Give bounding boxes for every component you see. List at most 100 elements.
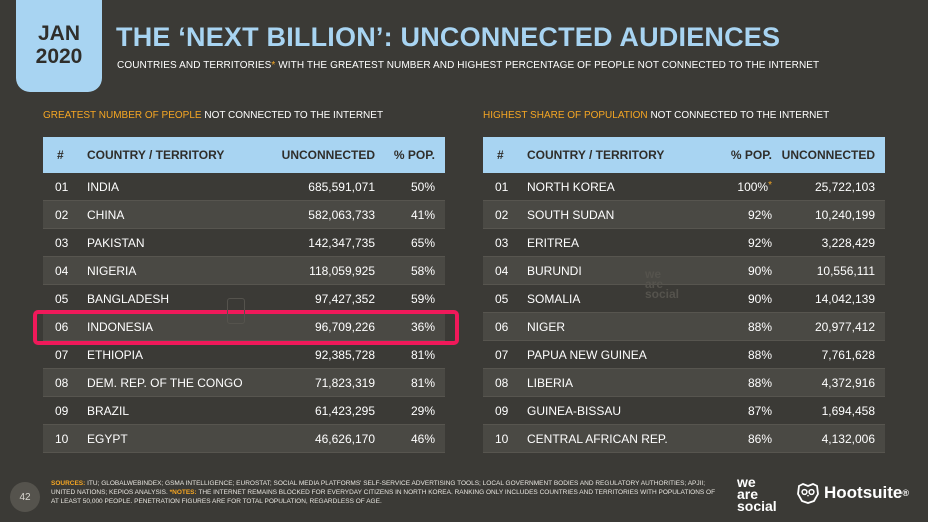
- table-row: 04 BURUNDI 90% 10,556,111: [483, 257, 885, 285]
- row-pct-value: 90%: [747, 291, 772, 306]
- row-unconnected: 7,761,628: [821, 347, 875, 362]
- table-row: 04 NIGERIA 118,059,925 58%: [43, 257, 445, 285]
- row-pct: 81%: [410, 347, 435, 362]
- right-section-label: HIGHEST SHARE OF POPULATION NOT CONNECTE…: [483, 110, 829, 121]
- row-rank: 08: [495, 375, 509, 390]
- date-badge: JAN 2020: [16, 0, 102, 92]
- row-country: SOUTH SUDAN: [527, 207, 615, 222]
- table-row: 10 EGYPT 46,626,170 46%: [43, 425, 445, 453]
- row-pct-footnote: *: [768, 179, 772, 191]
- greatest-number-table: # COUNTRY / TERRITORY UNCONNECTED % POP.…: [43, 137, 445, 453]
- row-rank: 04: [495, 263, 509, 278]
- row-unconnected: 582,063,733: [308, 207, 375, 222]
- row-unconnected: 10,240,199: [814, 207, 875, 222]
- row-unconnected: 71,823,319: [314, 375, 375, 390]
- row-country: EGYPT: [87, 431, 128, 446]
- row-country: INDONESIA: [87, 319, 154, 334]
- row-country: NIGERIA: [87, 263, 137, 278]
- row-rank: 03: [495, 235, 509, 250]
- row-rank: 07: [55, 347, 69, 362]
- row-country: ETHIOPIA: [87, 347, 144, 362]
- watermark-line: are: [645, 277, 664, 291]
- row-rank: 08: [55, 375, 69, 390]
- row-country: PAKISTAN: [87, 235, 145, 250]
- row-pct-value: 88%: [747, 347, 772, 362]
- row-unconnected: 46,626,170: [314, 431, 375, 446]
- watermark: we are social: [645, 267, 679, 300]
- hootsuite-wordmark: Hootsuite: [824, 483, 903, 502]
- table-row: 01 INDIA 685,591,071 50%: [43, 173, 445, 201]
- table-row: 03 ERITREA 92% 3,228,429: [483, 229, 885, 257]
- date-month: JAN: [37, 22, 80, 45]
- table-row: 07 ETHIOPIA 92,385,728 81%: [43, 341, 445, 369]
- row-pct: 58%: [410, 263, 435, 278]
- table-row: 02 SOUTH SUDAN 92% 10,240,199: [483, 201, 885, 229]
- header-num: #: [497, 148, 504, 162]
- row-pct: 86%: [702, 432, 772, 446]
- row-unconnected: 4,132,006: [821, 431, 875, 446]
- watermark-icon: [227, 298, 245, 324]
- table-row: 06 NIGER 88% 20,977,412: [483, 313, 885, 341]
- row-pct-value: 86%: [747, 431, 772, 446]
- page-number: 42: [10, 482, 40, 512]
- row-country: SOMALIA: [527, 291, 581, 306]
- row-rank: 04: [55, 263, 69, 278]
- row-country: NIGER: [527, 319, 566, 334]
- header-pct: % POP.: [393, 148, 435, 162]
- header-unconnected: UNCONNECTED: [781, 148, 875, 162]
- row-unconnected: 142,347,735: [308, 235, 375, 250]
- watermark-line: we: [645, 267, 662, 281]
- sources-label: SOURCES:: [51, 480, 86, 487]
- row-rank: 05: [495, 291, 509, 306]
- row-rank: 10: [55, 431, 69, 446]
- row-pct: 29%: [410, 403, 435, 418]
- row-rank: 02: [55, 207, 69, 222]
- logo-line: are: [737, 486, 759, 502]
- table-row: 02 CHINA 582,063,733 41%: [43, 201, 445, 229]
- row-pct-value: 92%: [747, 207, 772, 222]
- we-are-social-logo: we are social: [737, 474, 777, 514]
- row-unconnected: 97,427,352: [314, 291, 375, 306]
- row-unconnected: 685,591,071: [308, 179, 375, 194]
- row-pct: 59%: [410, 291, 435, 306]
- row-unconnected: 10,556,111: [816, 263, 875, 278]
- hootsuite-logo: Hootsuite ®: [796, 482, 909, 504]
- row-pct: 81%: [410, 375, 435, 390]
- row-pct: 92%: [702, 208, 772, 222]
- row-pct: 90%: [702, 292, 772, 306]
- header-country: COUNTRY / TERRITORY: [527, 148, 665, 162]
- row-country: ERITREA: [527, 235, 580, 250]
- left-section-accent: GREATEST NUMBER OF PEOPLE: [43, 110, 202, 121]
- table-row: 05 SOMALIA 90% 14,042,139: [483, 285, 885, 313]
- row-pct: 88%: [702, 320, 772, 334]
- page-subtitle: COUNTRIES AND TERRITORIES* WITH THE GREA…: [117, 60, 819, 71]
- row-pct-value: 88%: [747, 375, 772, 390]
- highest-share-table: # COUNTRY / TERRITORY % POP. UNCONNECTED…: [483, 137, 885, 453]
- row-country: BANGLADESH: [87, 291, 170, 306]
- left-section-rest: NOT CONNECTED TO THE INTERNET: [201, 110, 384, 121]
- row-pct: 87%: [702, 404, 772, 418]
- row-rank: 06: [495, 319, 509, 334]
- row-unconnected: 96,709,226: [314, 319, 375, 334]
- table-row: 08 LIBERIA 88% 4,372,916: [483, 369, 885, 397]
- table-header: # COUNTRY / TERRITORY % POP. UNCONNECTED: [483, 137, 885, 173]
- logo-line: social: [737, 498, 777, 514]
- row-rank: 06: [55, 319, 69, 334]
- row-pct: 88%: [702, 376, 772, 390]
- row-country: CHINA: [87, 207, 125, 222]
- header-pct: % POP.: [730, 148, 772, 162]
- row-country: BRAZIL: [87, 403, 130, 418]
- row-rank: 09: [55, 403, 69, 418]
- notes-label: *NOTES:: [169, 489, 197, 496]
- row-pct: 100%*: [702, 180, 772, 194]
- subtitle-star: *: [271, 60, 276, 71]
- row-country: INDIA: [87, 179, 120, 194]
- header-country: COUNTRY / TERRITORY: [87, 148, 225, 162]
- row-pct-value: 87%: [747, 403, 772, 418]
- row-rank: 01: [55, 179, 69, 194]
- row-rank: 05: [55, 291, 69, 306]
- row-pct: 92%: [702, 236, 772, 250]
- table-row: 03 PAKISTAN 142,347,735 65%: [43, 229, 445, 257]
- table-row: 08 DEM. REP. OF THE CONGO 71,823,319 81%: [43, 369, 445, 397]
- logo-line: we: [737, 474, 756, 490]
